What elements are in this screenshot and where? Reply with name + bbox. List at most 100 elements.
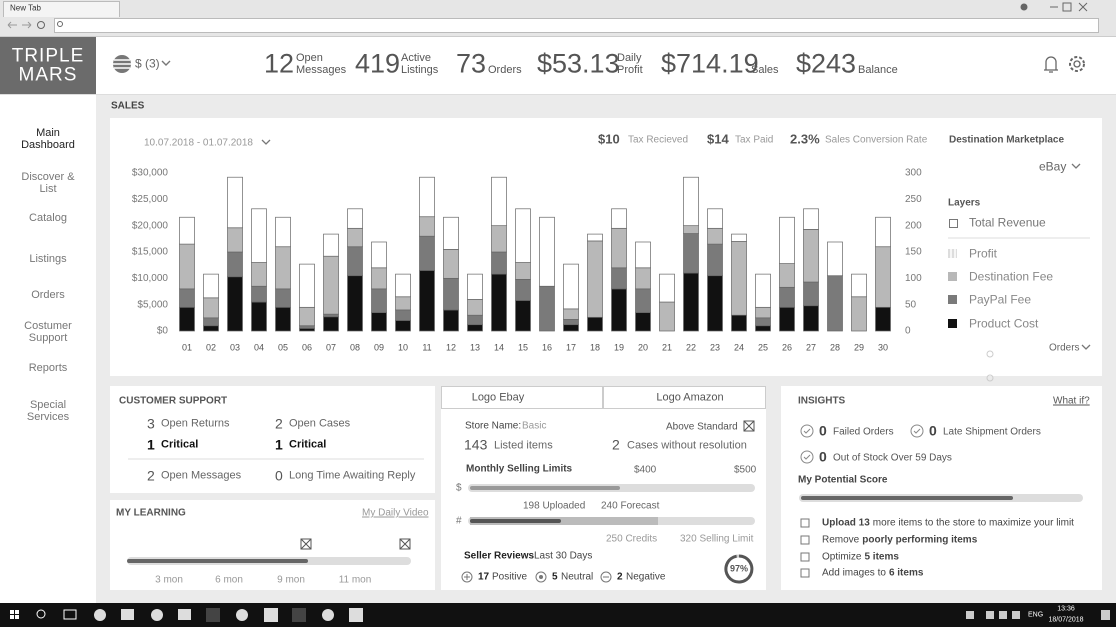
bar-segment: [299, 263, 315, 308]
x-tick-label: 03: [230, 342, 240, 352]
stat-value: $243: [796, 48, 857, 79]
forward-icon[interactable]: [22, 21, 32, 29]
stat-value: $53.13: [537, 48, 620, 79]
task-view[interactable]: [63, 609, 77, 620]
date-chevron[interactable]: [261, 139, 271, 145]
task-checkbox[interactable]: [800, 568, 810, 578]
bar-segment: [635, 288, 651, 313]
legend-item[interactable]: Total Revenue: [969, 215, 1046, 230]
y-tick-label: $10,000: [132, 273, 169, 284]
task[interactable]: Upload 13 more items to the store to maxi…: [822, 517, 1077, 530]
tab-label[interactable]: Logo Ebay: [471, 391, 525, 404]
taskbar-icons: [10, 608, 1110, 622]
tab-label[interactable]: Logo Amazon: [656, 391, 724, 404]
nav-item[interactable]: Discover & List: [21, 171, 75, 195]
date-range[interactable]: 10.07.2018 - 01.07.2018: [144, 137, 253, 149]
logo[interactable]: [0, 37, 96, 94]
support-label: Open Returns: [161, 417, 230, 430]
link[interactable]: My Daily Video: [362, 507, 429, 519]
legend-item[interactable]: Profit: [969, 246, 998, 261]
browser-tab[interactable]: [3, 1, 120, 17]
pager-dot[interactable]: [986, 350, 994, 358]
positive-icon[interactable]: [461, 571, 473, 583]
marketplace-select[interactable]: eBay: [1039, 159, 1067, 174]
nav-item[interactable]: Main Dashboard: [21, 127, 75, 151]
nav-item[interactable]: Costumer Support: [24, 320, 72, 344]
start-button[interactable]: [10, 610, 19, 619]
nav-item[interactable]: Catalog: [29, 212, 67, 224]
search-icon: [57, 21, 63, 27]
marketplace-chevron[interactable]: [1071, 163, 1081, 169]
x-tick-label: 26: [782, 342, 792, 352]
task-checkbox[interactable]: [800, 518, 810, 528]
bar-segment: [323, 316, 339, 332]
pager-dot[interactable]: [986, 374, 994, 382]
task-text: Add images to: [822, 567, 886, 579]
limits-title: Monthly Selling Limits: [466, 463, 573, 475]
bar-segment: [611, 267, 627, 290]
bar-segment: [539, 216, 555, 287]
task[interactable]: Optimize 5 items: [822, 551, 902, 564]
bar-segment: [467, 324, 483, 332]
bar-segment: [611, 208, 627, 229]
video-icon[interactable]: [300, 538, 312, 550]
orders-chevron[interactable]: [1081, 344, 1091, 350]
tray-icons[interactable]: [966, 610, 1110, 620]
video-icon[interactable]: [399, 538, 411, 550]
task[interactable]: Remove poorly performing items: [822, 534, 980, 547]
nav-item[interactable]: Listings: [29, 253, 67, 265]
store-tab[interactable]: [603, 386, 766, 409]
insight-label: Failed Orders: [833, 426, 894, 438]
task-checkbox[interactable]: [800, 535, 810, 545]
neutral-icon[interactable]: [535, 571, 547, 583]
orders-toggle[interactable]: Orders: [1049, 342, 1080, 354]
bar-segment: [371, 312, 387, 332]
nav-item[interactable]: Special Services: [26, 399, 70, 423]
back-icon[interactable]: [7, 21, 17, 29]
address-bar[interactable]: [54, 18, 1099, 33]
search-button[interactable]: [36, 609, 46, 619]
legend-item[interactable]: Destination Fee: [969, 269, 1054, 284]
legend-item[interactable]: PayPal Fee: [969, 292, 1032, 307]
legend-swatch[interactable]: [948, 319, 957, 328]
x-tick-label: 11: [422, 342, 431, 352]
profile-icon[interactable]: [1020, 3, 1028, 11]
selling-limit-label: 320 Selling Limit: [680, 533, 754, 545]
store-tab[interactable]: [441, 386, 603, 409]
logo-text[interactable]: TRIPLE: [11, 45, 85, 67]
currency-select[interactable]: $ (3): [135, 56, 160, 71]
bar-segment: [275, 306, 291, 332]
support-count: 3: [147, 415, 155, 432]
legend-item[interactable]: Product Cost: [969, 316, 1039, 331]
month-label: 3 mon: [155, 574, 183, 586]
taskbar-lang: ENG: [1028, 611, 1044, 619]
reload-icon[interactable]: [37, 21, 45, 29]
learning-progress: [127, 559, 308, 563]
task[interactable]: Add images to 6 items: [822, 567, 926, 580]
bar-segment: [251, 285, 267, 303]
link[interactable]: What if?: [1053, 395, 1090, 407]
maximize-button[interactable]: [1062, 2, 1072, 12]
nav-item[interactable]: Orders: [31, 289, 65, 301]
legend-swatch[interactable]: [948, 295, 957, 304]
gear-icon[interactable]: [1069, 56, 1085, 72]
stat-label: Sales: [751, 64, 779, 76]
legend-swatch[interactable]: [949, 219, 958, 228]
bar-segment: [251, 301, 267, 332]
logo-text[interactable]: MARS: [18, 64, 78, 86]
legend-swatch[interactable]: [948, 249, 957, 258]
pinned-apps[interactable]: [94, 608, 363, 622]
legend-swatch[interactable]: [948, 272, 957, 281]
nav-item[interactable]: Reports: [28, 362, 68, 374]
task-emphasis: 5 items: [864, 551, 899, 563]
task-checkbox[interactable]: [800, 552, 810, 562]
bell-icon[interactable]: [1044, 56, 1058, 73]
window-buttons[interactable]: [1050, 2, 1088, 12]
panel-title: INSIGHTS: [798, 395, 846, 407]
taskbar-date: 18/07/2018: [1048, 616, 1084, 624]
currency-chevron[interactable]: [161, 60, 171, 66]
cases-label: Cases without resolution: [627, 439, 747, 452]
x-tick-label: 23: [710, 342, 720, 352]
y2-tick-label: 300: [905, 168, 922, 179]
negative-icon[interactable]: [600, 571, 612, 583]
